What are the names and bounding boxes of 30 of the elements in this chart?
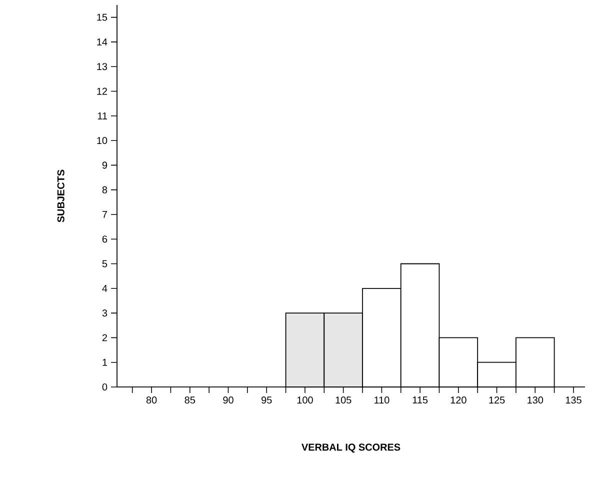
y-tick-label: 14 [97,38,108,46]
y-tick-label: 8 [102,186,108,194]
y-tick-label: 10 [97,137,108,144]
y-tick-label: 5 [102,260,108,268]
y-tick-label: 7 [102,211,107,218]
x-tick-label: 80 [146,396,157,404]
x-tick-label: 135 [566,396,582,404]
y-tick-label: 0 [102,383,108,391]
x-tick-label: 105 [336,396,352,404]
x-tick-label: 85 [184,396,196,404]
y-axis-title: SUBJECTS [57,170,64,222]
x-tick-label: 110 [374,396,390,404]
y-tick-label: 6 [102,236,108,243]
x-tick-label: 90 [223,396,234,404]
x-axis-title: VERBAL IQ SCORES [302,444,400,453]
y-tick-label: 3 [102,310,108,317]
y-tick-label: 1 [102,358,108,366]
x-tick-label: 115 [412,396,428,404]
x-tick-label: 100 [297,396,313,404]
y-tick-label: 15 [97,14,108,21]
y-tick-label: 2 [102,334,107,342]
y-tick-label: 9 [102,162,108,169]
x-tick-label: 95 [262,396,272,404]
x-tick-label: 120 [450,396,466,404]
x-tick-label: 130 [528,396,544,404]
y-tick-label: 4 [102,284,108,292]
y-tick-label: 13 [97,63,108,70]
y-tick-label: 12 [97,88,107,95]
x-tick-label: 125 [489,396,505,404]
y-tick-label: 11 [98,112,108,120]
